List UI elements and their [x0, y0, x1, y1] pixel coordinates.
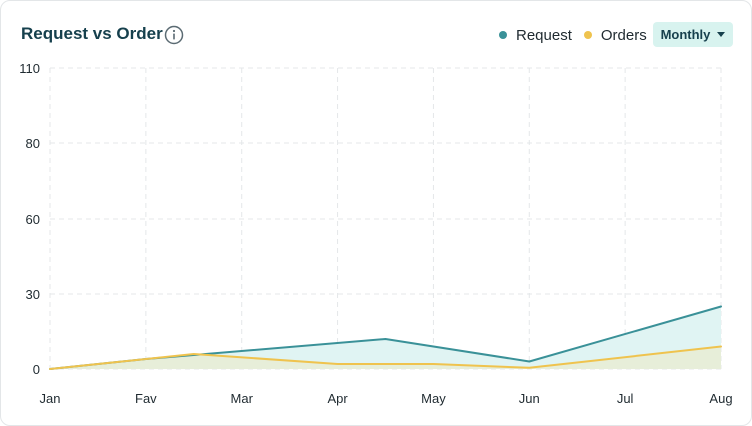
x-tick-label: Jun: [519, 391, 540, 406]
y-tick-label: 80: [26, 136, 40, 151]
series-line-orders: [49, 345, 722, 370]
area-orders: [50, 346, 721, 369]
x-tick-label: Apr: [327, 391, 348, 406]
x-tick-label: Fav: [135, 391, 157, 406]
legend-label-request: Request: [516, 26, 572, 44]
y-tick-label: 110: [19, 61, 40, 76]
x-tick-label: Jan: [40, 391, 61, 406]
x-tick-label: May: [421, 391, 446, 406]
legend-dot-request: [499, 31, 507, 39]
chart-title: Request vs Order: [21, 24, 163, 43]
x-tick-label: Mar: [231, 391, 254, 406]
period-dropdown-value: Monthly: [660, 27, 711, 42]
y-tick-label: 0: [33, 362, 40, 377]
legend-item-orders: Orders: [583, 26, 647, 44]
y-tick-label: 60: [26, 212, 40, 227]
legend-dot-orders: [583, 31, 592, 39]
caret-down-icon: [717, 32, 726, 37]
chart-legend: Request Orders: [499, 25, 659, 45]
x-tick-label: Jul: [617, 391, 634, 406]
y-tick-label: 30: [26, 287, 40, 302]
x-tick-label: Aug: [709, 391, 732, 406]
period-dropdown[interactable]: Monthly: [653, 22, 733, 47]
info-icon[interactable]: [164, 25, 184, 45]
legend-item-request: Request: [499, 27, 572, 44]
legend-label-orders: Orders: [600, 26, 647, 44]
